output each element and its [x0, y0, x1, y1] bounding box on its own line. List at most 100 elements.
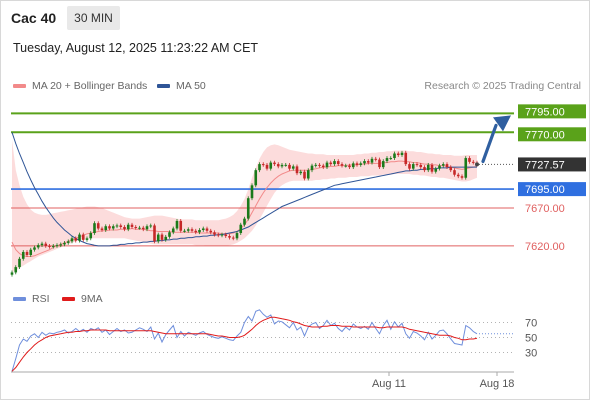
rsi-line — [11, 309, 478, 372]
candle-body — [141, 227, 145, 230]
candle-body — [179, 220, 183, 231]
candle-body — [21, 251, 25, 259]
level-label-support: 7620.00 — [525, 241, 565, 253]
candle-body — [370, 158, 374, 163]
candle-body — [261, 164, 265, 166]
candle-body — [333, 161, 336, 165]
candle-body — [344, 165, 348, 167]
candle-body — [426, 164, 430, 171]
candle-body — [423, 167, 426, 171]
candle-body — [138, 227, 141, 229]
level-tag-last — [518, 157, 586, 172]
candle-body — [149, 225, 153, 227]
candle-body — [33, 247, 36, 250]
candle-body — [355, 163, 359, 165]
target-arrow-head — [493, 115, 511, 132]
candle-body — [168, 232, 171, 237]
candle-body — [441, 164, 445, 166]
candle-body — [325, 162, 329, 168]
candle-body — [44, 243, 48, 246]
last-price-dot — [475, 162, 479, 167]
candle-body — [220, 234, 224, 236]
candle-body — [336, 161, 340, 165]
candle-body — [209, 230, 213, 233]
candle-body — [243, 218, 246, 225]
candle-body — [55, 245, 59, 247]
candle-body — [374, 158, 378, 160]
datetime-label: Tuesday, August 12, 2025 11:23:22 AM CET — [13, 41, 259, 55]
candle-body — [273, 162, 276, 165]
candle-body — [153, 225, 156, 242]
candle-body — [190, 229, 194, 231]
candle-body — [216, 234, 220, 236]
candle-body — [464, 158, 468, 178]
candle-body — [445, 164, 449, 168]
candle-body — [269, 162, 273, 169]
candle-body — [303, 171, 306, 179]
candle-body — [314, 164, 318, 166]
candle-body — [81, 234, 85, 240]
x-tick-label: Aug 18 — [480, 378, 515, 390]
rsi-ma-line — [11, 316, 478, 372]
level-tag-resistance — [518, 127, 586, 142]
interval-button[interactable]: 30 MIN — [67, 6, 120, 30]
candle-body — [295, 166, 299, 174]
candle-body — [393, 153, 396, 159]
candle-body — [239, 224, 243, 234]
candle-body — [224, 234, 228, 237]
symbol-title: Cac 40 — [11, 10, 57, 26]
candle-body — [119, 225, 123, 227]
candle-body — [111, 226, 115, 229]
legend-rsi: RSI — [13, 293, 50, 305]
candle-body — [351, 163, 355, 168]
rsi-ma-label: 9MA — [81, 293, 103, 305]
level-tag-pivot — [518, 182, 586, 197]
candle-body — [310, 165, 314, 171]
candle-body — [340, 164, 344, 166]
candle-body — [134, 226, 138, 228]
candle-body — [126, 224, 130, 230]
candle-body — [194, 230, 198, 233]
rsi-ma-swatch — [62, 297, 75, 301]
candle-body — [348, 165, 351, 168]
candle-body — [160, 234, 164, 240]
rsi-tick-label: 70 — [525, 318, 537, 330]
candle-body — [201, 228, 205, 231]
ma50-label: MA 50 — [176, 80, 206, 92]
candle-body — [363, 161, 366, 164]
candle-body — [306, 170, 310, 179]
level-label-support: 7670.00 — [525, 203, 565, 215]
candle-body — [291, 166, 295, 169]
candle-body — [329, 162, 333, 165]
target-arrow-shaft — [481, 123, 498, 164]
candle-body — [385, 158, 389, 162]
candle-body — [250, 185, 254, 199]
ma20-label: MA 20 + Bollinger Bands — [32, 80, 148, 92]
candle-body — [265, 164, 269, 169]
candle-body — [63, 242, 66, 245]
candle-body — [228, 236, 231, 238]
ma20-swatch — [13, 84, 26, 88]
candle-body — [85, 238, 89, 240]
candle-body — [66, 241, 70, 243]
candle-body — [258, 164, 261, 171]
candle-body — [74, 238, 78, 241]
candle-body — [96, 223, 100, 229]
candle-body — [246, 198, 250, 219]
candle-body — [205, 228, 209, 231]
bollinger-band — [12, 139, 477, 273]
candle-body — [235, 233, 239, 239]
rsi-tick-label: 50 — [525, 333, 537, 345]
candle-body — [14, 267, 18, 273]
candle-body — [438, 165, 441, 169]
candle-body — [123, 226, 126, 230]
candle-body — [419, 164, 423, 168]
level-tag-text: 7695.00 — [525, 184, 565, 196]
ma50-line — [11, 132, 477, 247]
candle-body — [186, 229, 190, 231]
candle-body — [396, 153, 400, 156]
candle-body — [449, 167, 453, 171]
candle-body — [145, 226, 149, 230]
candle-body — [460, 176, 464, 178]
